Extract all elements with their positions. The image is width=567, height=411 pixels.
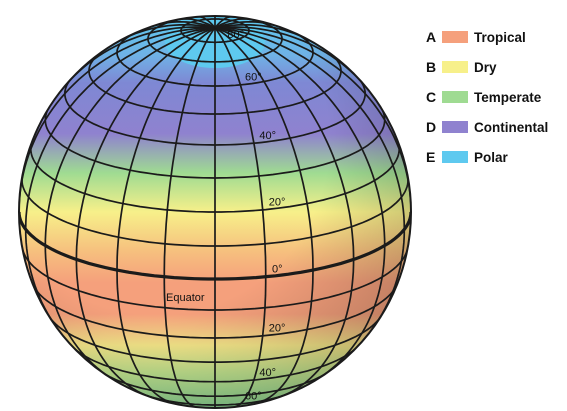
latitude-label-south: 40° [259, 367, 276, 379]
legend-letter: D [426, 119, 437, 135]
legend-letter: A [426, 29, 437, 45]
latitude-label-south: 60° [245, 391, 262, 403]
legend-label: Continental [474, 119, 549, 135]
globe-outline [18, 15, 412, 409]
legend-swatch-dry [442, 61, 468, 73]
legend-label: Polar [474, 149, 508, 165]
latitude-label-north: 0° [272, 263, 283, 275]
legend-item-temperate: C Temperate [426, 89, 548, 105]
meridian-line [214, 26, 406, 330]
meridian-line [163, 27, 216, 408]
meridian-line [214, 26, 386, 379]
legend-letter: E [426, 149, 436, 165]
meridian-line [214, 27, 314, 405]
latitude-label-north: 80° [227, 29, 244, 41]
latitude-label-north: 20° [269, 197, 286, 209]
meridian-line [116, 27, 216, 405]
legend-swatch-temperate [442, 91, 468, 103]
legend-swatch-tropical [442, 31, 468, 43]
legend-item-polar: E Polar [426, 149, 548, 165]
legend-item-dry: B Dry [426, 59, 548, 75]
meridian-line [44, 26, 216, 379]
latitude-label-north: 60° [245, 72, 262, 84]
legend-label: Tropical [474, 29, 526, 45]
legend-swatch-polar [442, 151, 468, 163]
meridian-line [75, 27, 216, 398]
legend-label: Dry [474, 59, 497, 75]
legend-letter: B [426, 59, 437, 75]
legend-item-tropical: A Tropical [426, 29, 548, 45]
equator-label: Equator [166, 292, 205, 304]
latitude-label-south: 20° [269, 323, 286, 335]
meridian-line [214, 27, 355, 398]
meridian-line [214, 27, 267, 408]
legend-swatch-continental [442, 121, 468, 133]
climate-legend: A Tropical B Dry C Temperate D Continent… [426, 29, 548, 179]
legend-label: Temperate [474, 89, 542, 105]
meridian-line [24, 26, 216, 330]
legend-letter: C [426, 89, 437, 105]
legend-item-continental: D Continental [426, 119, 548, 135]
latitude-label-north: 40° [259, 130, 276, 142]
latitude-labels: 0° 20° 40° 60° 80° 20° 40° 60° [227, 29, 285, 403]
